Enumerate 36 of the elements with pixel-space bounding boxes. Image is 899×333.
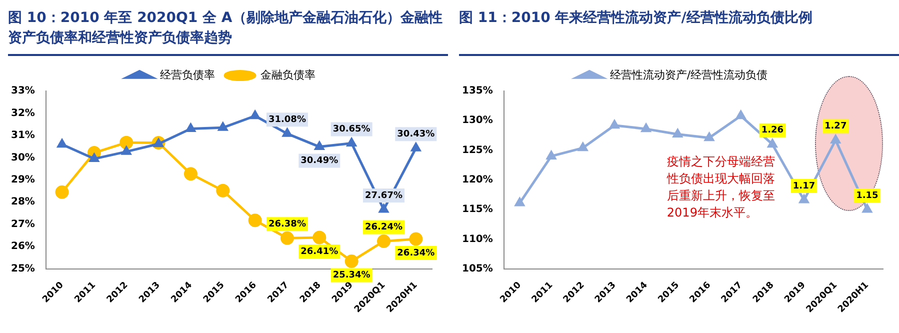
y-tick-label: 110% (462, 234, 493, 245)
y-tick-label: 26% (11, 241, 35, 252)
data-label: 26.24% (364, 222, 402, 233)
legend-label: 经营负债率 (160, 68, 215, 82)
legend-label: 经营性流动资产/经营性流动负债 (610, 68, 768, 82)
data-label: 30.65% (332, 124, 370, 135)
annotation: 疫情之下分母端经营性负债出现大幅回落后重新上升，恢复至2019年末水平。 (666, 154, 775, 220)
data-label: 25.34% (332, 270, 370, 281)
chart-title: 图 10：2010 年至 2020Q1 全 A（剔除地产金融石油石化）金融性资产负债率和经营性资产负债率趋势 (8, 8, 448, 56)
y-tick-label: 33% (11, 86, 35, 97)
data-label: 26.34% (397, 248, 435, 258)
y-tick-label: 31% (11, 130, 35, 142)
data-label: 30.43% (397, 129, 435, 140)
y-tick-label: 29% (11, 174, 35, 186)
y-tick-label: 105% (462, 263, 493, 274)
data-label: 1.27 (824, 122, 847, 132)
data-label: 1.17 (792, 181, 816, 192)
y-tick-label: 32% (11, 108, 35, 119)
data-label: 1.26 (761, 126, 784, 136)
y-tick-label: 130% (462, 115, 493, 126)
data-label: 30.49% (300, 156, 338, 166)
data-label: 27.67% (364, 190, 402, 201)
chart-title: 图 11：2010 年来经营性流动资产/经营性流动负债比例 (459, 8, 899, 56)
y-tick-label: 27% (11, 218, 35, 230)
data-label: 1.15 (856, 190, 878, 201)
legend-label: 金融负债率 (260, 68, 316, 82)
data-label: 26.41% (300, 246, 338, 257)
data-label: 31.08% (268, 115, 306, 126)
data-label: 26.38% (268, 219, 306, 230)
y-tick-label: 120% (462, 174, 493, 186)
y-tick-label: 25% (11, 263, 35, 274)
y-tick-label: 30% (11, 152, 35, 164)
y-tick-label: 135% (462, 86, 493, 97)
y-tick-label: 125% (462, 144, 493, 156)
y-tick-label: 28% (11, 196, 35, 208)
y-tick-label: 115% (462, 204, 493, 216)
